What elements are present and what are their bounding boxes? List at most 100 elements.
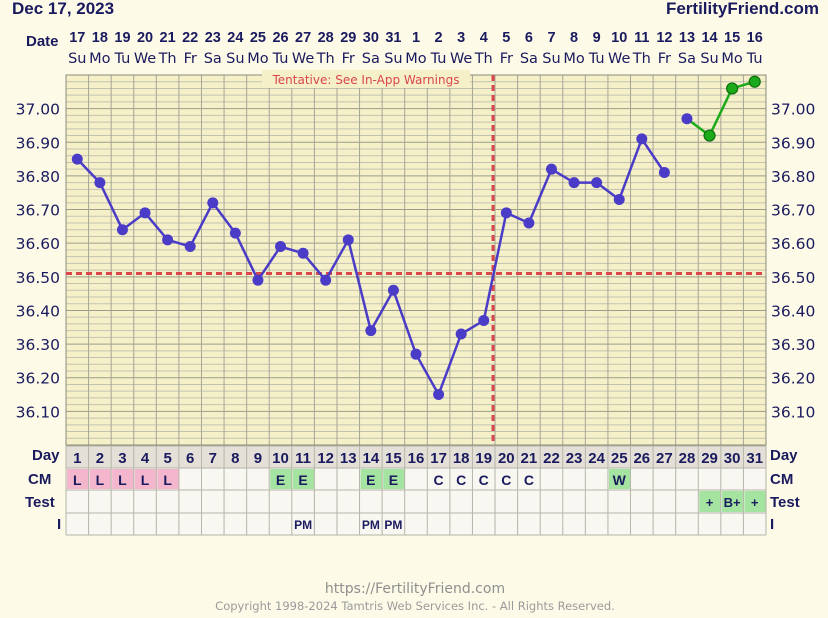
date-label: 30 — [363, 30, 379, 46]
temperature-point — [500, 207, 512, 219]
i-row-label-right: I — [770, 516, 774, 533]
table-row-bg — [66, 490, 766, 513]
y-tick-label: 36.10 — [771, 403, 815, 421]
cycle-day-label: 5 — [163, 450, 171, 467]
cm-cell-bg — [89, 469, 112, 489]
cycle-day-label: 4 — [141, 450, 150, 467]
temperature-point — [455, 328, 467, 340]
date-label: 9 — [593, 30, 601, 46]
cm-value: C — [434, 472, 444, 488]
temperature-point — [365, 325, 377, 337]
cycle-day-label: 1 — [73, 450, 81, 467]
cm-value: E — [276, 472, 285, 488]
cm-value: L — [141, 472, 150, 488]
weekday-label: Mo — [247, 51, 269, 67]
temperature-point — [523, 217, 535, 229]
cycle-day-label: 26 — [633, 450, 650, 467]
cycle-day-label: 29 — [701, 450, 718, 467]
brand-logo-text[interactable]: FertilityFriend.com — [666, 0, 819, 18]
intercourse-value: PM — [362, 518, 380, 532]
footer-copyright: Copyright 1998-2024 Tamtris Web Services… — [215, 599, 615, 613]
y-tick-label: 36.40 — [16, 302, 60, 320]
temperature-point — [116, 224, 128, 236]
date-label: 1 — [412, 30, 420, 46]
cycle-day-label: 16 — [408, 450, 425, 467]
plot-area — [66, 75, 766, 445]
y-axis-left: 37.00 36.90 36.80 36.70 36.60 36.50 36.40 36.30… — [16, 101, 60, 422]
temperature-point — [94, 177, 106, 189]
weekday-label: Tu — [272, 51, 289, 67]
date-label: 24 — [227, 30, 243, 46]
y-tick-label: 36.50 — [16, 269, 60, 287]
date-label: 18 — [92, 30, 108, 46]
weekday-label: Th — [316, 51, 335, 67]
date-label: 29 — [340, 30, 356, 46]
y-tick-label: 36.60 — [16, 235, 60, 253]
y-tick-label: 36.70 — [771, 202, 815, 220]
y-tick-label: 36.80 — [16, 168, 60, 186]
temperature-point — [297, 247, 309, 259]
date-label: 17 — [69, 30, 85, 46]
weekday-label: Tu — [430, 51, 447, 67]
y-tick-label: 36.90 — [16, 134, 60, 152]
cm-value: C — [501, 472, 511, 488]
cm-cell-bg — [360, 469, 383, 489]
date-label: 12 — [656, 30, 672, 46]
cm-value: E — [298, 472, 307, 488]
date-label: 22 — [182, 30, 198, 46]
date-label: 23 — [205, 30, 221, 46]
cm-value: L — [96, 472, 105, 488]
temperature-point — [478, 315, 490, 327]
temperature-point — [568, 177, 580, 189]
y-tick-label: 36.90 — [771, 134, 815, 152]
temperature-point — [184, 241, 196, 253]
date-label: 5 — [502, 30, 510, 46]
y-tick-label: 36.30 — [16, 336, 60, 354]
weekday-label: Mo — [89, 51, 111, 67]
cm-value: E — [389, 472, 398, 488]
cycle-day-label: 21 — [521, 450, 538, 467]
cm-value: L — [73, 472, 82, 488]
date-label: 19 — [114, 30, 130, 46]
y-tick-label: 36.80 — [771, 168, 815, 186]
temperature-point — [139, 207, 151, 219]
temperature-point — [207, 197, 219, 209]
cycle-day-label: 25 — [611, 450, 628, 467]
y-tick-label: 36.70 — [16, 202, 60, 220]
weekday-label: We — [134, 51, 156, 67]
cm-cell-bg — [270, 469, 292, 489]
weekday-label: Su — [542, 51, 560, 67]
date-label: 10 — [611, 30, 627, 46]
weekday-label: Fr — [658, 51, 671, 67]
date-label: 25 — [250, 30, 266, 46]
y-tick-label: 36.10 — [16, 403, 60, 421]
y-tick-label: 36.30 — [771, 336, 815, 354]
temperature-point — [613, 193, 625, 205]
cycle-day-label: 14 — [362, 450, 379, 467]
cycle-day-label: 8 — [231, 450, 239, 467]
cycle-day-label: 24 — [588, 450, 605, 467]
y-tick-label: 36.40 — [771, 302, 815, 320]
temperature-point — [410, 348, 422, 360]
intercourse-value: PM — [384, 518, 402, 532]
cm-row-label-right: CM — [770, 471, 793, 488]
weekday-label: Mo — [563, 51, 585, 67]
temperature-points — [71, 75, 761, 401]
weekday-label: Sa — [362, 51, 380, 67]
tentative-warning[interactable]: Tentative: See In-App Warnings — [272, 73, 460, 87]
cycle-day-label: 31 — [746, 450, 763, 467]
weekday-label: Fr — [184, 51, 197, 67]
data-table: 1 2 3 4 5 6 7 8 9 10 11 12 13 14 15 16 17 18 19 20 21 22 23 24 2… — [65, 445, 767, 536]
weekday-label: Mo — [721, 51, 743, 67]
grid — [65, 74, 767, 446]
weekday-label: Tu — [746, 51, 763, 67]
cycle-day-label: 12 — [317, 450, 334, 467]
date-row-label: Date — [26, 33, 59, 50]
footer-url[interactable]: https://FertilityFriend.com — [325, 581, 505, 597]
weekday-label: Tu — [114, 51, 131, 67]
weekday-label: Th — [158, 51, 177, 67]
weekday-label: Mo — [405, 51, 427, 67]
date-label: 28 — [318, 30, 334, 46]
day-row-label-left: Day — [32, 447, 60, 464]
